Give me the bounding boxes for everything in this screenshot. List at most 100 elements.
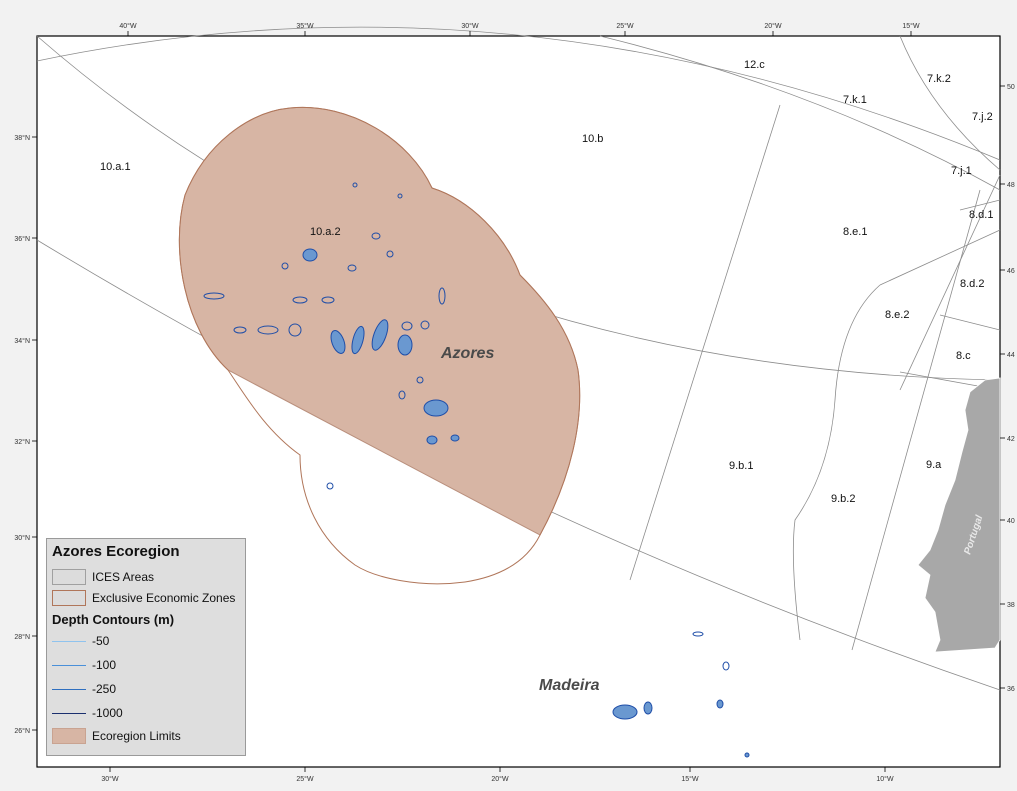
island-contour bbox=[351, 325, 365, 355]
lon-label-top: 25°W bbox=[616, 22, 634, 30]
ices-boundary-northeast bbox=[599, 35, 1001, 191]
seamount-contour bbox=[371, 232, 381, 240]
lon-label-top: 30°W bbox=[461, 22, 479, 30]
seamount-contour bbox=[302, 248, 318, 262]
legend-item-eez: Exclusive Economic Zones bbox=[52, 587, 240, 608]
lat-label-left: 36°N bbox=[14, 235, 30, 243]
ices-area-label: 10.b bbox=[582, 133, 603, 145]
ices-area-label: 8.d.2 bbox=[960, 278, 984, 290]
lat-label-right: 48 bbox=[1007, 182, 1015, 189]
lat-label-right: 44 bbox=[1007, 352, 1015, 359]
legend-item-depth-50: -50 bbox=[52, 629, 240, 653]
lat-label-left: 38°N bbox=[14, 134, 30, 142]
island-contour bbox=[330, 330, 346, 354]
lon-label-top: 35°W bbox=[296, 22, 314, 30]
selvagens-contour bbox=[716, 699, 724, 709]
ices-boundary-9b1 bbox=[629, 104, 781, 581]
ices-area-label: 9.b.1 bbox=[729, 460, 753, 472]
lat-label-right: 42 bbox=[1007, 436, 1015, 443]
island-contour bbox=[423, 399, 449, 417]
legend-label: -50 bbox=[92, 634, 110, 648]
ices-area-label: 7.k.2 bbox=[927, 73, 951, 85]
legend-title: Azores Ecoregion bbox=[52, 543, 180, 560]
seamount-contour bbox=[397, 193, 403, 199]
ices-area-label: 10.a.1 bbox=[100, 161, 131, 173]
madeira-contour bbox=[643, 701, 653, 715]
seamount-contour bbox=[744, 752, 750, 758]
legend-label: ICES Areas bbox=[92, 569, 155, 584]
lon-label-top: 40°W bbox=[119, 22, 137, 30]
lon-label-bottom: 25°W bbox=[296, 775, 314, 783]
ices-boundary-8d1 bbox=[959, 199, 1001, 211]
legend-item-depth-100: -100 bbox=[52, 653, 240, 677]
ices-area-label: 7.j.1 bbox=[951, 165, 972, 177]
island-contour bbox=[371, 319, 389, 351]
iberia-land bbox=[917, 377, 1001, 653]
madeira-label: Madeira bbox=[539, 677, 600, 694]
ices-boundary-upper bbox=[36, 26, 1001, 161]
ices-area-label: 7.k.1 bbox=[843, 94, 867, 106]
seamount-contour bbox=[347, 264, 357, 272]
legend-label: Ecoregion Limits bbox=[92, 728, 181, 743]
depth-contours bbox=[203, 182, 750, 758]
eez-swatch bbox=[52, 589, 86, 606]
seamount-contour bbox=[321, 296, 335, 304]
lat-label-left: 26°N bbox=[14, 727, 30, 735]
depth-250-line bbox=[52, 688, 86, 690]
legend-item-ecoregion: Ecoregion Limits bbox=[52, 725, 240, 746]
seamount-contour bbox=[398, 390, 406, 400]
island-contour bbox=[450, 434, 460, 442]
ices-area-label: 7.j.2 bbox=[972, 111, 993, 123]
lon-label-bottom: 30°W bbox=[101, 775, 119, 783]
legend-item-depth-250: -250 bbox=[52, 677, 240, 701]
seamount-contour bbox=[352, 182, 358, 188]
lat-label-left: 30°N bbox=[14, 534, 30, 542]
seamount-contour bbox=[281, 262, 289, 270]
lat-label-left: 34°N bbox=[14, 337, 30, 345]
legend-depth-title: Depth Contours (m) bbox=[52, 612, 175, 627]
ices-boundary-9b2 bbox=[851, 189, 981, 651]
lat-label-right: 50 bbox=[1007, 84, 1015, 91]
ices-area-label: 8.d.1 bbox=[969, 209, 993, 221]
seamount-contour bbox=[401, 321, 413, 331]
depth-50-line bbox=[52, 640, 86, 642]
ecoregion-swatch bbox=[52, 727, 86, 744]
ices-area-label: 8.e.1 bbox=[843, 226, 867, 238]
azores-label: Azores bbox=[440, 345, 494, 362]
seamount-contour bbox=[416, 376, 424, 384]
ices-area-label: 9.a bbox=[926, 459, 942, 471]
tick-marks bbox=[32, 31, 1005, 772]
ices-boundary-8e bbox=[899, 174, 1001, 391]
seamount-contour bbox=[288, 323, 302, 337]
eez-boundary bbox=[178, 106, 581, 585]
depth-100-line bbox=[52, 664, 86, 666]
lat-label-right: 46 bbox=[1007, 268, 1015, 275]
lat-label-left: 28°N bbox=[14, 633, 30, 641]
madeira-contour bbox=[612, 704, 638, 720]
legend-label: -100 bbox=[92, 658, 117, 672]
ices-boundary-8c bbox=[939, 314, 1001, 331]
ices-area-label: 12.c bbox=[744, 59, 765, 71]
seamount-contour bbox=[692, 631, 704, 637]
seamount-contour bbox=[722, 661, 730, 671]
lon-label-bottom: 15°W bbox=[681, 775, 699, 783]
seamount-contour bbox=[386, 250, 394, 258]
legend-label: Exclusive Economic Zones bbox=[92, 590, 236, 605]
map-legend: Azores Ecoregion ICES Areas Exclusive Ec… bbox=[46, 538, 246, 756]
seamount-contour bbox=[420, 320, 430, 330]
lon-label-top: 15°W bbox=[902, 22, 920, 30]
legend-label: -1000 bbox=[92, 706, 123, 720]
lon-label-top: 20°W bbox=[764, 22, 782, 30]
ices-area-label: 9.b.2 bbox=[831, 493, 855, 505]
lon-label-bottom: 20°W bbox=[491, 775, 509, 783]
ices-boundary-9b-inner bbox=[792, 284, 881, 641]
ices-area-label: 8.c bbox=[956, 350, 971, 362]
ices-boundaries bbox=[36, 26, 1001, 691]
seamount-contour bbox=[292, 296, 308, 304]
island-contour bbox=[397, 334, 413, 356]
lat-label-right: 38 bbox=[1007, 602, 1015, 609]
ices-swatch bbox=[52, 568, 86, 585]
seamount-contour bbox=[326, 482, 334, 490]
island-contour bbox=[426, 435, 438, 445]
ices-boundary-7k bbox=[899, 35, 1001, 171]
